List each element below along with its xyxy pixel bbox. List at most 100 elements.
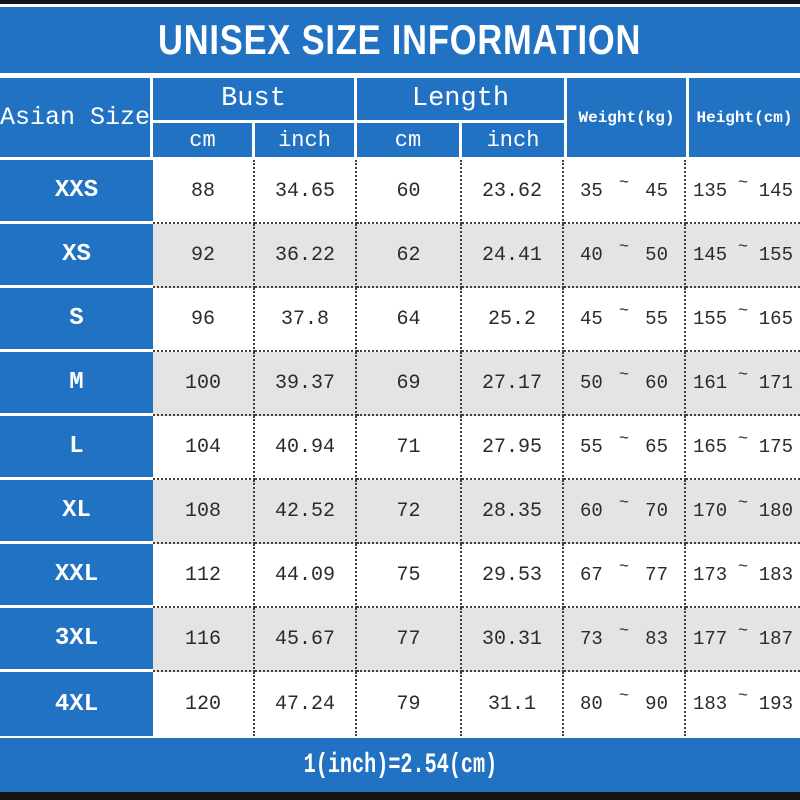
bust-cm-value: 92: [153, 224, 255, 288]
range-min: 40: [580, 244, 603, 266]
range-max: 50: [645, 244, 668, 266]
size-label: XS: [0, 224, 153, 288]
size-label: L: [0, 416, 153, 480]
range-tilde: ~: [737, 621, 749, 641]
size-label: S: [0, 288, 153, 352]
range-min: 45: [580, 308, 603, 330]
bust-cm-value: 116: [153, 608, 255, 672]
height-range: 155 ~ 165: [686, 288, 800, 352]
range-max: 171: [758, 372, 793, 394]
range-max: 180: [758, 500, 793, 522]
range-min: 183: [693, 693, 728, 715]
length-inch-value: 23.62: [462, 160, 564, 224]
length-group-header: Length: [357, 78, 564, 123]
height-header: Height(cm): [686, 78, 800, 160]
range-max: 65: [645, 436, 668, 458]
size-label: XXL: [0, 544, 153, 608]
range-max: 145: [758, 180, 793, 202]
height-range: 135 ~ 145: [686, 160, 800, 224]
bust-inch-value: 36.22: [255, 224, 357, 288]
size-label: XL: [0, 480, 153, 544]
height-range: 145 ~ 155: [686, 224, 800, 288]
height-range: 170 ~ 180: [686, 480, 800, 544]
weight-range: 80 ~ 90: [564, 672, 686, 736]
length-cm-value: 71: [357, 416, 462, 480]
range-max: 55: [645, 308, 668, 330]
range-min: 80: [580, 693, 603, 715]
conversion-note: 1(inch)=2.54(cm): [303, 749, 497, 781]
top-border-bar: [0, 0, 800, 4]
size-label: 4XL: [0, 672, 153, 736]
range-min: 73: [580, 628, 603, 650]
range-min: 155: [693, 308, 728, 330]
range-tilde: ~: [737, 557, 749, 577]
length-cm-value: 62: [357, 224, 462, 288]
size-label: M: [0, 352, 153, 416]
range-max: 83: [645, 628, 668, 650]
range-max: 45: [645, 180, 668, 202]
range-tilde: ~: [737, 301, 749, 321]
length-cm-value: 77: [357, 608, 462, 672]
range-max: 175: [758, 436, 793, 458]
range-tilde: ~: [737, 493, 749, 513]
weight-range: 55 ~ 65: [564, 416, 686, 480]
length-inch-value: 28.35: [462, 480, 564, 544]
bust-cm-value: 120: [153, 672, 255, 736]
height-range: 165 ~ 175: [686, 416, 800, 480]
range-max: 155: [758, 244, 793, 266]
length-inch-value: 31.1: [462, 672, 564, 736]
range-tilde: ~: [737, 429, 749, 449]
range-tilde: ~: [618, 237, 630, 257]
weight-header: Weight(kg): [564, 78, 686, 160]
range-max: 90: [645, 693, 668, 715]
length-inch-value: 25.2: [462, 288, 564, 352]
length-cm-value: 60: [357, 160, 462, 224]
size-table: Asian Size Bust Length Weight(kg) Height…: [0, 78, 800, 736]
bust-group-header: Bust: [153, 78, 357, 123]
weight-range: 35 ~ 45: [564, 160, 686, 224]
range-tilde: ~: [618, 301, 630, 321]
title-separator: [0, 73, 800, 78]
length-inch-value: 29.53: [462, 544, 564, 608]
range-tilde: ~: [737, 686, 749, 706]
range-max: 187: [758, 628, 793, 650]
length-cm-value: 69: [357, 352, 462, 416]
bust-cm-value: 96: [153, 288, 255, 352]
length-inch-value: 27.17: [462, 352, 564, 416]
height-range: 173 ~ 183: [686, 544, 800, 608]
bust-cm-value: 108: [153, 480, 255, 544]
bottom-border-bar: [0, 792, 800, 800]
range-min: 170: [693, 500, 728, 522]
weight-range: 40 ~ 50: [564, 224, 686, 288]
range-max: 183: [758, 564, 793, 586]
bust-cm-value: 100: [153, 352, 255, 416]
length-inch-value: 30.31: [462, 608, 564, 672]
length-cm-value: 64: [357, 288, 462, 352]
range-max: 193: [758, 693, 793, 715]
range-min: 35: [580, 180, 603, 202]
range-tilde: ~: [618, 493, 630, 513]
length-inch-value: 27.95: [462, 416, 564, 480]
bust-inch-value: 44.09: [255, 544, 357, 608]
range-min: 145: [693, 244, 728, 266]
range-tilde: ~: [618, 557, 630, 577]
range-min: 67: [580, 564, 603, 586]
weight-range: 67 ~ 77: [564, 544, 686, 608]
weight-range: 50 ~ 60: [564, 352, 686, 416]
bust-inch-value: 39.37: [255, 352, 357, 416]
range-min: 50: [580, 372, 603, 394]
range-tilde: ~: [618, 365, 630, 385]
bust-inch-value: 37.8: [255, 288, 357, 352]
height-range: 183 ~ 193: [686, 672, 800, 736]
range-tilde: ~: [618, 429, 630, 449]
length-cm-subheader: cm: [357, 123, 462, 160]
range-min: 161: [693, 372, 728, 394]
range-min: 55: [580, 436, 603, 458]
bust-inch-value: 34.65: [255, 160, 357, 224]
bust-inch-subheader: inch: [255, 123, 357, 160]
corner-header-asian-size: Asian Size: [0, 78, 153, 160]
bust-inch-value: 42.52: [255, 480, 357, 544]
size-label: 3XL: [0, 608, 153, 672]
length-inch-value: 24.41: [462, 224, 564, 288]
bust-cm-value: 104: [153, 416, 255, 480]
